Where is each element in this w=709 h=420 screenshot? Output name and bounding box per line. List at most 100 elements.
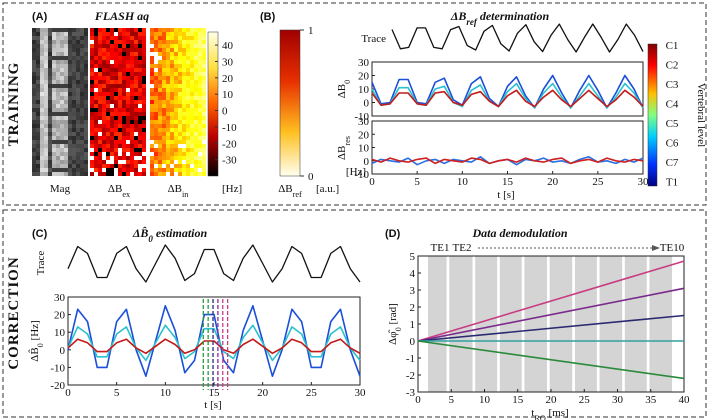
- level-label: C6: [666, 138, 679, 150]
- pixel: [106, 164, 110, 168]
- pixel: [72, 72, 76, 76]
- pixel: [150, 140, 154, 144]
- colorbar-tick-label: -10: [222, 122, 237, 134]
- pixel: [158, 156, 162, 160]
- pixel: [114, 124, 118, 128]
- pixel: [158, 48, 162, 52]
- pixel: [126, 112, 130, 116]
- pixel: [98, 108, 102, 112]
- pixel: [48, 132, 52, 136]
- pixel: [98, 40, 102, 44]
- pixel: [150, 40, 154, 44]
- pixel: [138, 88, 142, 92]
- pixel: [98, 148, 102, 152]
- pixel: [118, 52, 122, 56]
- pixel: [76, 28, 80, 32]
- pixel: [186, 96, 190, 100]
- pixel: [84, 48, 88, 52]
- pixel: [162, 132, 166, 136]
- pixel: [52, 68, 56, 72]
- pixel: [52, 140, 56, 144]
- pixel: [80, 120, 84, 124]
- pixel: [106, 88, 110, 92]
- pixel: [182, 76, 186, 80]
- pixel: [130, 160, 134, 164]
- level-label: C1: [666, 40, 679, 52]
- pixel: [134, 68, 138, 72]
- pixel: [44, 128, 48, 132]
- pixel: [106, 36, 110, 40]
- pixel: [76, 132, 80, 136]
- pixel: [182, 140, 186, 144]
- pixel: [114, 32, 118, 36]
- pixel: [94, 156, 98, 160]
- pixel: [40, 128, 44, 132]
- pixel: [44, 40, 48, 44]
- pixel: [162, 60, 166, 64]
- pixel: [106, 140, 110, 144]
- pixel: [198, 44, 202, 48]
- x-tick-label: 15: [512, 394, 524, 406]
- pixel: [90, 48, 94, 52]
- pixel: [142, 144, 146, 148]
- pixel: [76, 144, 80, 148]
- pixel: [94, 100, 98, 104]
- pixel: [130, 40, 134, 44]
- pixel: [110, 136, 114, 140]
- pixel: [110, 148, 114, 152]
- pixel: [48, 108, 52, 112]
- pixel: [114, 60, 118, 64]
- pixel: [48, 156, 52, 160]
- pixel: [166, 64, 170, 68]
- pixel: [122, 164, 126, 168]
- data-line: [391, 23, 644, 53]
- pixel: [44, 136, 48, 140]
- pixel: [186, 144, 190, 148]
- pixel: [130, 88, 134, 92]
- pixel: [134, 88, 138, 92]
- pixel: [36, 36, 40, 40]
- pixel: [186, 72, 190, 76]
- pixel: [158, 88, 162, 92]
- pixel: [138, 56, 142, 60]
- pixel: [36, 100, 40, 104]
- pixel: [60, 136, 64, 140]
- pixel: [134, 136, 138, 140]
- pixel: [198, 112, 202, 116]
- pixel: [150, 64, 154, 68]
- pixel: [194, 52, 198, 56]
- pixel: [84, 92, 88, 96]
- pixel: [106, 104, 110, 108]
- pixel: [44, 36, 48, 40]
- pixel: [142, 68, 146, 72]
- pixel: [142, 48, 146, 52]
- colorbar-tick-label: 10: [222, 89, 234, 101]
- pixel: [40, 164, 44, 168]
- pixel: [162, 28, 166, 32]
- y-tick-label: 4: [410, 268, 416, 280]
- pixel: [190, 156, 194, 160]
- pixel: [80, 160, 84, 164]
- pixel: [154, 160, 158, 164]
- pixel: [142, 148, 146, 152]
- pixel: [72, 156, 76, 160]
- pixel: [190, 144, 194, 148]
- pixel: [98, 100, 102, 104]
- pixel: [64, 124, 68, 128]
- pixel: [194, 164, 198, 168]
- pixel: [60, 108, 64, 112]
- pixel: [114, 160, 118, 164]
- pixel: [94, 92, 98, 96]
- pixel: [186, 36, 190, 40]
- image-label-part: Mag: [50, 183, 71, 195]
- pixel: [134, 48, 138, 52]
- pixel: [102, 172, 106, 176]
- section-box: [2, 209, 707, 418]
- pixel: [56, 76, 60, 80]
- pixel: [154, 88, 158, 92]
- pixel: [40, 132, 44, 136]
- pixel: [174, 60, 178, 64]
- pixel: [94, 172, 98, 176]
- pixel: [122, 132, 126, 136]
- pixel: [40, 80, 44, 84]
